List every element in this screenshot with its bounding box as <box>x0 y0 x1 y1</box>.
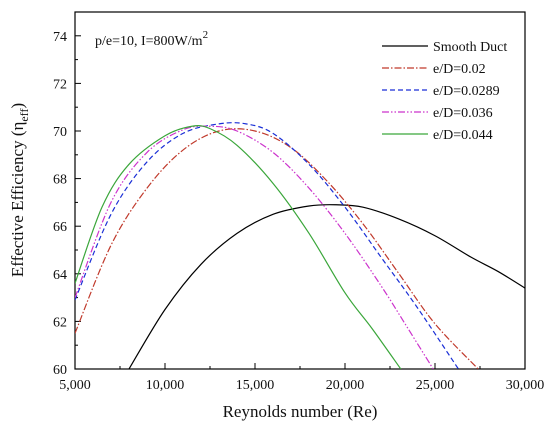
annotation-text: p/e=10, I=800W/m <box>95 34 203 49</box>
y-axis-title-suffix: ) <box>8 103 27 109</box>
series-line-1 <box>75 128 479 369</box>
y-axis-title: Effective Efficiency (ηeff) <box>8 103 31 277</box>
series-line-3 <box>75 125 434 369</box>
y-tick-label: 68 <box>53 173 67 188</box>
x-tick-label: 10,000 <box>146 378 185 393</box>
series-lines <box>75 122 525 369</box>
legend-label: e/D=0.044 <box>433 128 493 143</box>
y-tick-label: 74 <box>53 30 67 45</box>
y-axis-title-subscript: eff <box>17 109 31 122</box>
y-tick-label: 60 <box>53 363 67 378</box>
y-tick-label: 66 <box>53 220 67 235</box>
series-line-0 <box>128 204 525 369</box>
y-tick-label: 70 <box>53 125 67 140</box>
y-tick-label: 62 <box>53 315 67 330</box>
x-tick-label: 20,000 <box>326 378 365 393</box>
y-axis: 60 62 64 66 68 70 72 74 <box>53 30 81 378</box>
series-line-4 <box>75 125 402 369</box>
legend-label: e/D=0.02 <box>433 62 486 77</box>
x-tick-label: 30,000 <box>506 378 545 393</box>
series-line-2 <box>75 122 459 369</box>
x-tick-label: 5,000 <box>59 378 91 393</box>
y-tick-label: 72 <box>53 77 67 92</box>
y-axis-title-prefix: Effective Efficiency (η <box>8 122 27 278</box>
legend: Smooth Duct e/D=0.02 e/D=0.0289 e/D=0.036 e/… <box>382 40 507 143</box>
legend-label: e/D=0.036 <box>433 106 493 121</box>
annotation-superscript: 2 <box>203 29 209 41</box>
legend-label: Smooth Duct <box>433 40 507 55</box>
x-tick-label: 15,000 <box>236 378 275 393</box>
legend-label: e/D=0.0289 <box>433 84 500 99</box>
x-tick-label: 25,000 <box>416 378 455 393</box>
y-tick-label: 64 <box>53 268 67 283</box>
x-axis-title: Reynolds number (Re) <box>223 402 378 421</box>
annotation: p/e=10, I=800W/m2 <box>95 29 208 49</box>
x-axis: 5,000 10,000 15,000 20,000 25,000 30,000 <box>59 363 544 393</box>
